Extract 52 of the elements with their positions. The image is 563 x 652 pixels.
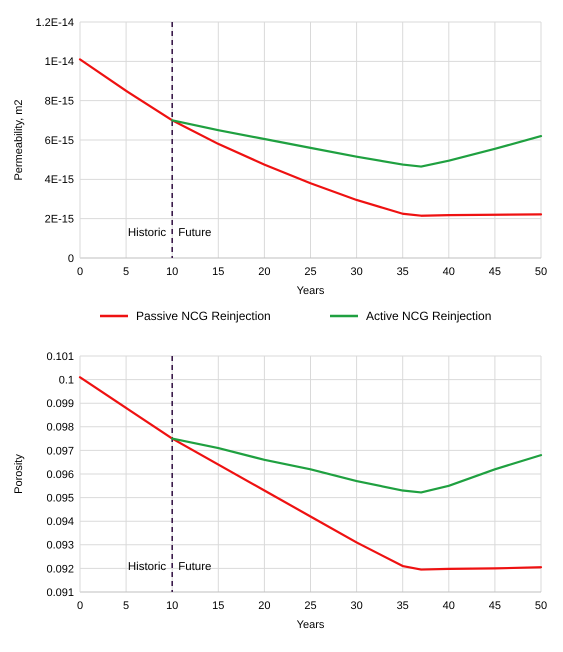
- x-tick-label: 20: [258, 600, 271, 612]
- annotation: Historic: [128, 227, 166, 239]
- y-tick-label: 0: [68, 252, 74, 265]
- y-tick-label: 0.093: [46, 540, 74, 552]
- x-tick-label: 0: [76, 600, 84, 612]
- y-tick-label: 0.099: [46, 398, 74, 410]
- x-tick-label: 40: [442, 266, 455, 278]
- line-series: [171, 438, 542, 494]
- x-tick-label: 25: [304, 600, 317, 612]
- x-axis-title: Years: [296, 285, 325, 297]
- x-axis-title: Years: [296, 619, 325, 631]
- y-tick-label: 0.095: [46, 492, 74, 504]
- annotation: Future: [178, 227, 212, 239]
- x-tick-label: 35: [396, 600, 409, 612]
- x-tick-label: 5: [123, 600, 130, 612]
- y-axis-title: Permeability, m2: [13, 99, 25, 181]
- legend-label: Passive NCG Reinjection: [136, 309, 271, 324]
- x-tick-label: 45: [488, 266, 502, 278]
- y-tick-label: 8E-15: [44, 96, 74, 108]
- x-tick-label: 5: [123, 266, 130, 278]
- y-tick-label: 6E-15: [44, 134, 74, 147]
- x-tick-label: 50: [534, 266, 548, 278]
- y-tick-label: 0.092: [46, 563, 74, 576]
- x-tick-label: 35: [396, 266, 409, 278]
- y-tick-label: 0.096: [46, 468, 74, 481]
- annotation: Future: [178, 561, 212, 573]
- y-tick-label: 1.2E-14: [35, 16, 74, 29]
- x-tick-label: 0: [76, 266, 84, 278]
- y-tick-label: 0.094: [46, 516, 74, 528]
- x-tick-label: 20: [258, 266, 271, 278]
- y-tick-label: 0.097: [46, 445, 74, 458]
- annotation: Historic: [128, 561, 166, 573]
- x-tick-label: 40: [442, 600, 455, 612]
- y-axis-title: Porosity: [13, 454, 25, 494]
- line-series: [78, 376, 542, 571]
- x-tick-label: 30: [350, 600, 363, 612]
- y-tick-label: 4E-15: [44, 174, 74, 186]
- x-tick-label: 15: [212, 600, 224, 612]
- y-tick-label: 0.091: [46, 586, 74, 599]
- x-tick-label: 25: [304, 266, 317, 278]
- y-tick-label: 0.101: [46, 350, 74, 363]
- x-tick-label: 10: [166, 600, 178, 612]
- x-tick-label: 15: [212, 266, 224, 278]
- x-tick-label: 50: [534, 600, 548, 612]
- legend-label: Active NCG Reinjection: [366, 309, 492, 324]
- y-tick-label: 0.1: [58, 374, 74, 386]
- x-tick-label: 45: [488, 600, 502, 612]
- y-tick-label: 1E-14: [44, 56, 74, 68]
- x-tick-label: 30: [350, 266, 363, 278]
- y-tick-label: 0.098: [46, 422, 74, 434]
- y-tick-label: 2E-15: [44, 214, 74, 226]
- x-tick-label: 10: [166, 266, 178, 278]
